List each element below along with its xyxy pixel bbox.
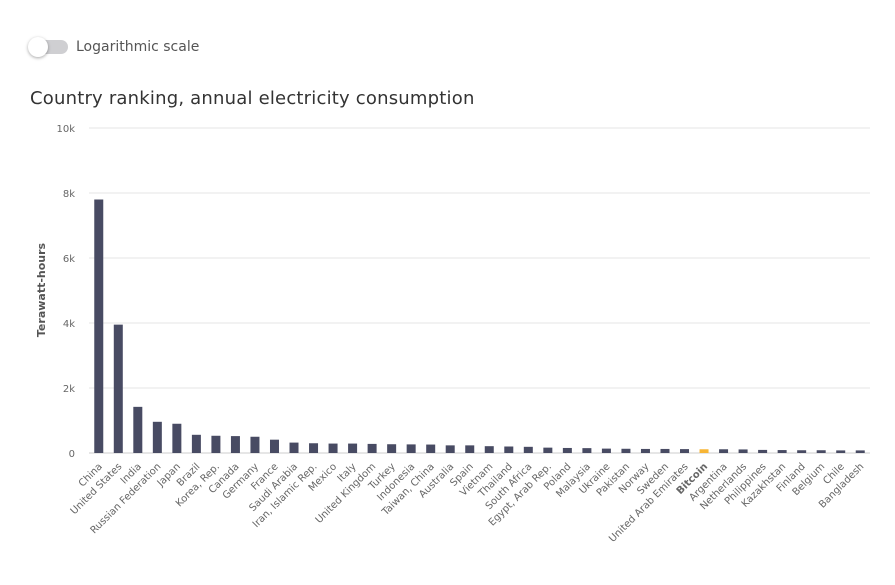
bar[interactable] [191,434,201,453]
grid-lines [89,127,870,454]
bar[interactable] [543,447,553,453]
bar[interactable] [719,449,729,453]
bar[interactable] [836,450,846,453]
bar[interactable] [426,444,436,453]
bar[interactable] [582,448,592,454]
bar[interactable] [309,443,319,453]
y-tick-label: 10k [56,124,75,135]
toggle-switch[interactable] [28,37,68,57]
bar[interactable] [621,448,631,453]
bar[interactable] [113,324,123,454]
bar[interactable] [816,450,826,453]
bar[interactable] [133,406,143,453]
toggle-label: Logarithmic scale [76,39,200,55]
bar[interactable] [855,450,865,453]
log-scale-toggle[interactable]: Logarithmic scale [28,36,200,58]
bar[interactable] [328,443,338,453]
bar[interactable] [640,448,650,453]
bar[interactable] [660,448,670,453]
y-tick-label: 4k [63,319,75,330]
y-tick-label: 6k [63,254,75,265]
bar[interactable] [211,435,221,453]
y-tick-label: 2k [63,384,75,395]
y-axis-ticks: 0 2k 4k 6k 8k 10k [56,124,75,460]
bar[interactable] [562,447,572,453]
bar[interactable] [406,444,416,453]
y-axis-title: Terawatt-hours [35,242,48,337]
bar[interactable] [484,446,494,453]
bar[interactable] [230,436,240,453]
bars [94,199,865,454]
bar[interactable] [699,449,709,453]
y-tick-label: 0 [69,449,75,460]
bar[interactable] [269,439,279,453]
toggle-knob[interactable] [28,37,48,57]
bar[interactable] [680,449,690,453]
bar[interactable] [152,421,162,453]
bar[interactable] [797,450,807,453]
bar[interactable] [601,448,611,453]
bar[interactable] [94,199,104,454]
bar[interactable] [504,446,514,454]
y-tick-label: 8k [63,189,75,200]
bar[interactable] [523,446,533,453]
bar[interactable] [465,445,475,453]
bar[interactable] [445,445,455,453]
chart-title: Country ranking, annual electricity cons… [30,88,475,109]
bar[interactable] [289,442,299,453]
bar[interactable] [758,449,768,453]
bar[interactable] [348,443,358,453]
bar[interactable] [777,450,787,453]
bar[interactable] [367,443,377,453]
bar[interactable] [172,423,182,453]
bar[interactable] [387,444,397,453]
bar[interactable] [738,449,748,453]
bar[interactable] [250,436,260,453]
